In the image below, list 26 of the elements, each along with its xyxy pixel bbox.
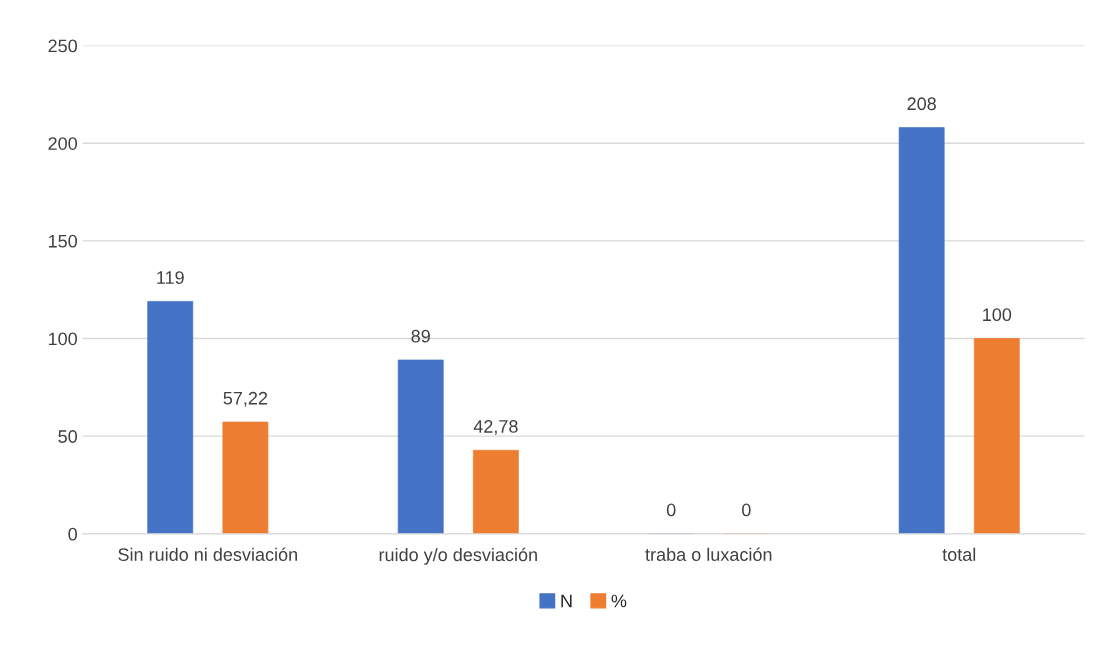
bar	[147, 301, 194, 534]
data-label: 0	[666, 503, 676, 517]
y-tick-label: 50	[58, 430, 78, 443]
data-label: 42,78	[473, 420, 518, 435]
data-label: 208	[907, 97, 936, 111]
data-label: 0	[742, 503, 751, 517]
y-tick-label: 0	[68, 527, 78, 541]
bar	[472, 449, 519, 534]
data-label: 100	[983, 308, 1012, 322]
x-tick-label: traba o luxación	[645, 547, 772, 561]
data-label: 57,22	[223, 391, 268, 407]
data-label: 89	[411, 329, 430, 343]
y-tick-label: 150	[48, 234, 78, 248]
legend-label: %	[611, 594, 627, 608]
bar	[898, 127, 945, 534]
data-label: 119	[157, 271, 184, 284]
y-tick-label: 100	[48, 332, 78, 346]
x-tick-label: total	[942, 547, 976, 561]
x-tick-label: ruido y/o desviación	[379, 547, 537, 565]
y-tick-label: 250	[48, 39, 78, 53]
legend-label: N	[561, 594, 572, 608]
x-tick-label: Sin ruido ni desviación	[118, 547, 297, 561]
bar	[973, 338, 1020, 534]
bar	[397, 359, 444, 534]
bar	[222, 421, 269, 534]
y-tick-label: 200	[48, 137, 78, 150]
